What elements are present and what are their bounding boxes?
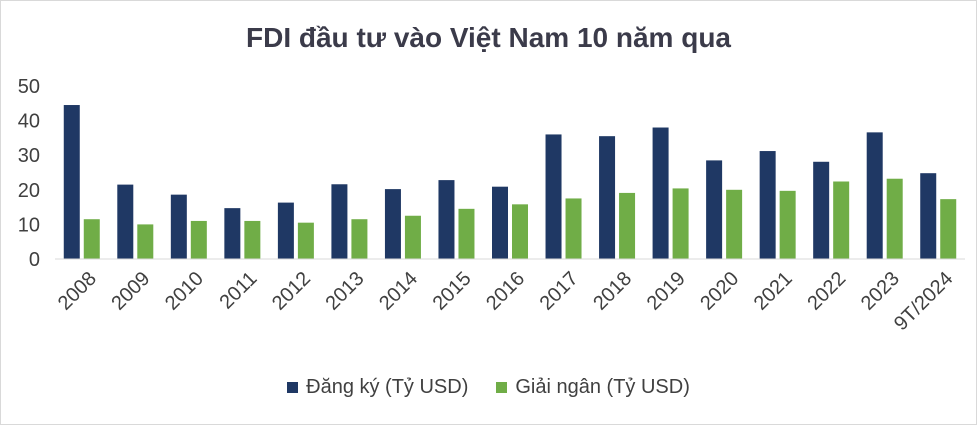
legend-label-disbursed: Giải ngân (Tỷ USD): [515, 376, 690, 398]
bar-disbursed: [726, 189, 743, 259]
bar-registered: [599, 136, 616, 259]
bar-registered: [277, 202, 294, 259]
bar-registered: [545, 134, 562, 259]
bar-disbursed: [351, 219, 368, 259]
x-tick-label: 2011: [216, 268, 262, 314]
bar-disbursed: [940, 199, 957, 259]
y-tick-label: 30: [18, 145, 40, 167]
x-tick-label: 9T/2024: [890, 268, 957, 335]
y-tick-label: 50: [18, 76, 40, 98]
legend-item-registered: Đăng ký (Tỷ USD): [287, 376, 468, 399]
bar-registered: [866, 132, 883, 259]
x-tick-label: 2022: [803, 268, 850, 315]
bar-disbursed: [565, 198, 582, 259]
bar-disbursed: [779, 190, 796, 259]
x-tick-label: 2008: [54, 268, 101, 315]
bar-disbursed: [190, 220, 207, 259]
legend-label-registered: Đăng ký (Tỷ USD): [306, 376, 469, 398]
bar-registered: [331, 184, 348, 259]
x-tick-label: 2020: [696, 268, 743, 315]
bar-registered: [813, 161, 830, 259]
bar-disbursed: [458, 208, 475, 259]
bar-disbursed: [404, 215, 421, 259]
x-tick-label: 2017: [536, 268, 583, 315]
bar-disbursed: [137, 224, 154, 259]
legend-swatch-registered: [287, 382, 299, 393]
bar-disbursed: [672, 188, 689, 259]
bars: [63, 105, 957, 260]
x-tick-label: 2014: [375, 268, 422, 315]
bar-disbursed: [244, 220, 261, 259]
x-tick-label: 2016: [482, 268, 529, 315]
bar-registered: [438, 180, 455, 259]
bar-registered: [63, 105, 80, 259]
bar-disbursed: [297, 222, 314, 259]
y-tick-label: 0: [29, 249, 40, 271]
bar-disbursed: [619, 192, 636, 259]
x-tick-label: 2012: [268, 268, 315, 315]
chart-title: FDI đầu tư vào Việt Nam 10 năm qua: [246, 22, 731, 53]
x-tick-label: 2019: [643, 268, 690, 315]
y-tick-label: 10: [18, 214, 40, 236]
bar-registered: [117, 184, 134, 259]
bar-registered: [170, 194, 187, 259]
y-axis: 0 10 20 30 40 50: [18, 76, 40, 271]
x-tick-label: 2013: [322, 268, 369, 315]
x-tick-label: 2009: [107, 268, 154, 315]
x-tick-label: 2021: [750, 268, 797, 315]
legend-item-disbursed: Giải ngân (Tỷ USD): [496, 376, 690, 399]
x-tick-label: 2023: [857, 268, 904, 315]
bar-registered: [224, 208, 241, 259]
x-tick-label: 2010: [161, 268, 208, 315]
bar-disbursed: [512, 204, 528, 259]
bar-disbursed: [83, 219, 100, 259]
x-tick-label: 2015: [429, 268, 476, 315]
y-tick-label: 20: [18, 180, 40, 202]
bar-registered: [384, 189, 401, 259]
y-tick-label: 40: [18, 111, 40, 133]
x-tick-label: 2018: [589, 268, 636, 315]
legend: Đăng ký (Tỷ USD) Giải ngân (Tỷ USD): [0, 376, 977, 399]
bar-registered: [652, 127, 669, 260]
bar-disbursed: [833, 181, 850, 259]
bar-registered: [492, 186, 508, 259]
bar-disbursed: [886, 178, 903, 259]
bar-registered: [759, 151, 776, 259]
bar-registered: [920, 173, 937, 259]
x-axis-labels: 2008 2009 2010 2011 2012 2013 2014 2015 2016 2017…: [54, 268, 957, 335]
bar-registered: [706, 160, 723, 259]
legend-swatch-disbursed: [496, 382, 508, 393]
